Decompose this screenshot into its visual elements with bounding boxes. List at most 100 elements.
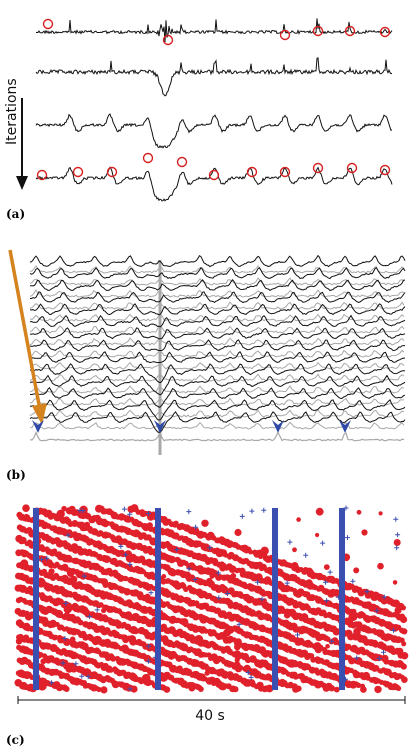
red-dot bbox=[295, 685, 302, 692]
panel-c-label: (c) bbox=[6, 733, 25, 747]
red-dot bbox=[56, 509, 65, 519]
red-dot bbox=[315, 532, 320, 538]
blue-plus-marker bbox=[350, 578, 356, 584]
blue-plus-marker bbox=[320, 540, 326, 546]
red-dot bbox=[100, 686, 108, 694]
peak-marker-top-3 bbox=[279, 29, 291, 41]
blue-plus-marker bbox=[303, 552, 309, 558]
red-dot bbox=[139, 615, 149, 625]
iterations-arrowhead bbox=[16, 176, 28, 190]
blue-plus-marker bbox=[248, 674, 254, 680]
red-dot bbox=[102, 581, 109, 588]
red-dot bbox=[15, 638, 23, 645]
ecg-trace-iteration-3 bbox=[35, 113, 393, 149]
red-dot bbox=[315, 507, 324, 516]
blue-plus-marker bbox=[146, 643, 152, 649]
red-dot bbox=[201, 519, 209, 527]
blue-plus-marker bbox=[354, 655, 360, 661]
peak-marker-bottom-10 bbox=[346, 162, 358, 174]
blue-plus-marker bbox=[63, 600, 69, 606]
ecg-trace-lead-1 bbox=[29, 254, 406, 268]
ecg-trace-lead-13 bbox=[29, 399, 406, 421]
red-dot bbox=[66, 569, 75, 577]
red-dot bbox=[65, 665, 74, 673]
duration-label: 40 s bbox=[195, 708, 225, 724]
red-dot bbox=[292, 547, 297, 553]
red-dot bbox=[401, 676, 408, 683]
blue-plus-marker bbox=[236, 621, 242, 627]
red-dot bbox=[333, 686, 340, 693]
blue-plus-marker bbox=[327, 569, 333, 575]
beat-marker-3 bbox=[272, 420, 284, 433]
ecg-trace-lead-9 bbox=[29, 351, 405, 364]
peak-marker-bottom-4 bbox=[142, 152, 154, 164]
red-dot bbox=[160, 601, 167, 608]
ecg-trace-lead-11 bbox=[29, 374, 406, 396]
red-dot bbox=[110, 655, 117, 662]
alignment-arrow bbox=[8, 249, 42, 411]
red-dot bbox=[291, 564, 298, 572]
red-dot bbox=[141, 673, 151, 683]
red-dot bbox=[188, 684, 196, 692]
blue-plus-marker bbox=[118, 543, 124, 549]
panel-b-traces bbox=[8, 249, 406, 455]
blue-band-4 bbox=[339, 508, 345, 690]
blue-plus-marker bbox=[94, 607, 100, 613]
red-dot bbox=[353, 567, 360, 574]
red-dot bbox=[361, 529, 368, 536]
red-dot bbox=[226, 613, 232, 619]
blue-plus-marker bbox=[154, 573, 160, 579]
peak-marker-top-2 bbox=[162, 34, 174, 46]
blue-band-1 bbox=[33, 508, 39, 690]
gray-trace-11 bbox=[29, 385, 405, 394]
peak-marker-bottom-3 bbox=[106, 166, 118, 178]
red-dot bbox=[234, 643, 241, 651]
red-dot bbox=[49, 619, 57, 628]
blue-plus-marker bbox=[186, 566, 192, 572]
red-dot bbox=[296, 517, 301, 522]
red-dot bbox=[394, 607, 402, 615]
red-dot bbox=[159, 673, 168, 682]
blue-plus-marker bbox=[192, 577, 198, 582]
panel-c-raster bbox=[14, 504, 409, 704]
red-dot bbox=[82, 684, 88, 689]
blue-plus-marker bbox=[121, 506, 127, 512]
red-dot bbox=[163, 686, 171, 693]
blue-plus-marker bbox=[394, 545, 400, 551]
red-dot bbox=[356, 509, 362, 515]
peak-marker-top-4 bbox=[312, 25, 324, 37]
red-dot bbox=[323, 564, 330, 570]
red-dot bbox=[209, 573, 215, 579]
blue-plus-marker bbox=[186, 509, 192, 515]
red-dot bbox=[83, 668, 92, 677]
red-dot bbox=[129, 637, 138, 646]
blue-plus-marker bbox=[324, 598, 330, 604]
red-dot bbox=[98, 602, 104, 608]
red-dot bbox=[206, 577, 213, 585]
red-dot bbox=[70, 575, 78, 584]
blue-plus-marker bbox=[393, 516, 399, 522]
blue-band-2 bbox=[155, 508, 161, 690]
peak-marker-bottom-5 bbox=[176, 156, 188, 168]
peak-marker-bottom-2 bbox=[72, 166, 84, 178]
red-dot bbox=[232, 686, 239, 693]
ecg-trace-lead-5 bbox=[29, 303, 406, 316]
peak-marker-bottom-7 bbox=[246, 166, 258, 178]
blue-plus-marker bbox=[224, 591, 230, 596]
blue-plus-marker bbox=[343, 505, 349, 511]
red-dot bbox=[161, 574, 167, 579]
blue-plus-marker bbox=[123, 552, 129, 558]
panel-b: (b) bbox=[0, 240, 413, 495]
blue-plus-marker bbox=[81, 573, 87, 579]
red-dot bbox=[377, 562, 384, 570]
red-dot bbox=[367, 590, 375, 599]
red-dot bbox=[53, 634, 59, 640]
blue-plus-marker bbox=[127, 561, 133, 567]
iterations-axis-label: Iterations bbox=[4, 78, 20, 145]
red-dot bbox=[353, 627, 361, 636]
blue-plus-marker bbox=[174, 547, 180, 553]
blue-plus-marker bbox=[49, 680, 55, 686]
red-dot bbox=[92, 635, 102, 645]
panel-c: 40 s (c) bbox=[0, 500, 413, 750]
red-dot bbox=[313, 642, 322, 651]
